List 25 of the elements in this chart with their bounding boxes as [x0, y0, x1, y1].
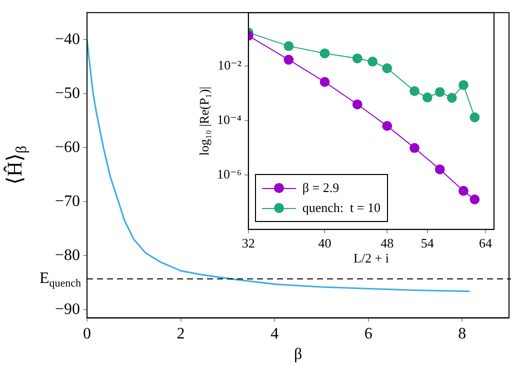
y-tick-label: 10⁻⁴	[216, 112, 242, 127]
x-tick-label: 0	[83, 326, 92, 343]
y-tick-label: −40	[54, 30, 80, 48]
y-tick-label: −90	[54, 300, 80, 318]
x-tick-label: 64	[479, 236, 493, 251]
x-axis-title: β	[294, 346, 302, 363]
x-axis-title: L/2 + i	[353, 250, 390, 266]
x-tick-label: 6	[364, 326, 372, 343]
y-tick-label: −50	[54, 84, 80, 102]
x-tick-label: 32	[242, 236, 255, 251]
y-tick-label: −80	[54, 246, 80, 264]
x-tick-label: 2	[176, 326, 185, 343]
legend-label: β = 2.9	[302, 179, 340, 198]
y-tick-label: 10⁻⁶	[216, 166, 242, 182]
x-tick-label: 54	[420, 236, 434, 251]
x-tick-label: 40	[318, 236, 332, 251]
y-tick-label: −70	[54, 192, 80, 210]
x-tick-label: 4	[270, 326, 279, 343]
y-tick-label: 10⁻²	[218, 57, 242, 72]
y-axis-title: ⟨Ĥ⟩β	[3, 146, 30, 185]
y-tick-label: −60	[54, 138, 80, 156]
x-tick-label: 8	[458, 326, 466, 343]
legend-label: quench: t = 10	[302, 199, 380, 218]
x-tick-label: 48	[380, 236, 394, 251]
y-axis-title: log₁₀ |Re(P₁)|	[196, 86, 212, 156]
